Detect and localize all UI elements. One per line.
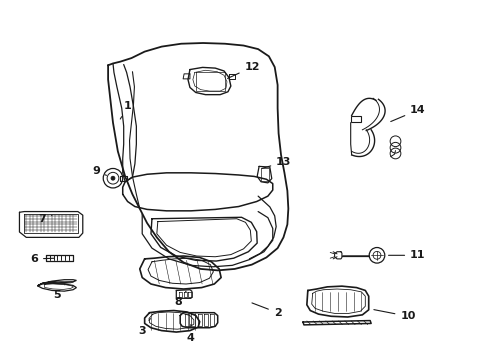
Text: 2: 2 <box>251 303 281 318</box>
Text: 5: 5 <box>53 284 65 300</box>
Text: 4: 4 <box>186 324 194 343</box>
Text: 7: 7 <box>39 215 52 224</box>
Text: 6: 6 <box>30 254 54 264</box>
Bar <box>350 116 361 122</box>
Text: 8: 8 <box>175 291 185 307</box>
Text: 9: 9 <box>92 166 106 176</box>
Text: 11: 11 <box>388 250 425 260</box>
Text: 13: 13 <box>261 157 291 168</box>
Text: 10: 10 <box>373 310 415 321</box>
Bar <box>261 168 268 181</box>
Text: 3: 3 <box>138 319 150 336</box>
Text: 14: 14 <box>390 105 425 122</box>
Text: 1: 1 <box>120 102 131 119</box>
Circle shape <box>111 176 115 180</box>
Text: 12: 12 <box>227 62 260 78</box>
